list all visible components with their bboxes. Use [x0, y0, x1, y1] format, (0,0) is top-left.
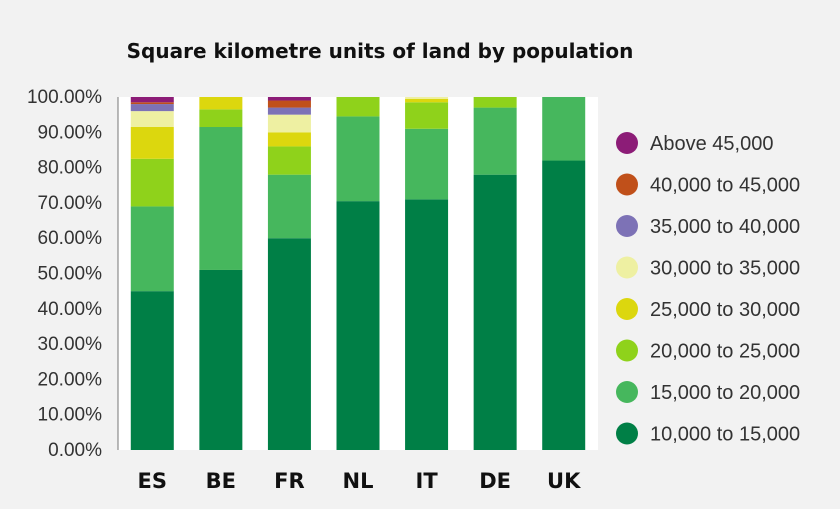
- y-tick-label: 70.00%: [38, 193, 103, 214]
- legend-marker: [616, 173, 638, 196]
- bar-segment: [130, 206, 174, 292]
- bar-segment: [473, 174, 517, 450]
- bar-segment: [267, 174, 311, 239]
- x-tick-label: IT: [416, 469, 439, 493]
- legend-label: 10,000 to 15,000: [650, 424, 800, 446]
- legend-marker: [616, 215, 638, 237]
- y-tick-label: 10.00%: [38, 405, 103, 426]
- bar-segment: [336, 97, 380, 117]
- y-tick-label: 50.00%: [38, 264, 103, 285]
- legend-label: 30,000 to 35,000: [650, 258, 800, 280]
- legend-label: Above 45,000: [650, 133, 773, 155]
- bar-segment: [267, 100, 311, 108]
- bar-segment: [405, 97, 449, 99]
- bar-segment: [405, 128, 449, 200]
- chart-title: Square kilometre units of land by popula…: [127, 39, 634, 63]
- legend: Above 45,000 40,000 to 45,000 35,000 to 40…: [616, 132, 800, 446]
- legend-label: 35,000 to 40,000: [650, 216, 800, 238]
- legend-label: 15,000 to 20,000: [650, 382, 800, 404]
- legend-label: 25,000 to 30,000: [650, 299, 800, 321]
- bar-segment: [199, 269, 243, 450]
- bar-segment: [130, 291, 174, 450]
- bar-segment: [542, 97, 586, 161]
- x-tick-label: FR: [274, 469, 305, 493]
- y-tick-label: 80.00%: [38, 158, 103, 179]
- plot-area: 0.00% 10.00% 20.00% 30.00% 40.00% 50.00% 60.00…: [27, 87, 598, 493]
- legend-marker: [616, 422, 638, 445]
- x-tick-label: DE: [479, 469, 511, 493]
- legend-marker: [616, 339, 638, 362]
- y-tick-label: 100.00%: [27, 87, 102, 108]
- x-tick-label: ES: [138, 469, 167, 493]
- legend-label: 20,000 to 25,000: [650, 341, 800, 363]
- bar-segment: [405, 98, 449, 103]
- bar-segment: [267, 107, 311, 115]
- bar-segment: [267, 132, 311, 147]
- x-tick-label: BE: [206, 469, 236, 493]
- bar-segment: [130, 102, 174, 105]
- bar-segment: [199, 127, 243, 270]
- bar-segment: [130, 97, 174, 103]
- y-tick-label: 90.00%: [38, 122, 103, 143]
- bar-segment: [473, 97, 517, 108]
- bars-group: [130, 97, 586, 451]
- x-axis-ticks: ES BE FR NL IT DE UK: [138, 469, 582, 493]
- bar-segment: [336, 201, 380, 450]
- legend-marker: [616, 298, 638, 320]
- x-tick-label: NL: [343, 469, 374, 493]
- x-tick-label: UK: [547, 469, 581, 493]
- bar-segment: [130, 111, 174, 128]
- bar-segment: [130, 158, 174, 207]
- bar-segment: [130, 104, 174, 112]
- bar-segment: [267, 114, 311, 133]
- bar-segment: [130, 127, 174, 159]
- bar-segment: [267, 97, 311, 101]
- bar-segment: [336, 116, 380, 202]
- y-tick-label: 0.00%: [48, 440, 102, 461]
- legend-marker: [616, 132, 638, 154]
- y-tick-label: 30.00%: [38, 334, 103, 355]
- bar-segment: [199, 97, 243, 110]
- legend-marker: [616, 381, 638, 403]
- bar-segment: [473, 107, 517, 175]
- y-tick-label: 40.00%: [38, 299, 103, 320]
- y-tick-label: 60.00%: [38, 228, 103, 249]
- bar-segment: [405, 102, 449, 129]
- bar-segment: [267, 146, 311, 175]
- bar-segment: [405, 199, 449, 450]
- legend-marker: [616, 256, 638, 279]
- bar-segment: [542, 160, 586, 451]
- legend-label: 40,000 to 45,000: [650, 175, 800, 197]
- bar-segment: [267, 238, 311, 450]
- bar-segment: [199, 109, 243, 128]
- y-axis-ticks: 0.00% 10.00% 20.00% 30.00% 40.00% 50.00% 60.00…: [27, 87, 102, 461]
- y-tick-label: 20.00%: [38, 369, 103, 390]
